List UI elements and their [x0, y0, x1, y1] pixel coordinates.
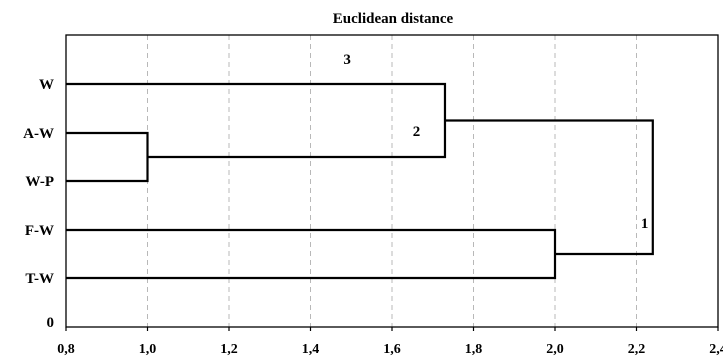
- dendrogram-links: [66, 82, 654, 280]
- x-tick-label: 1,8: [465, 342, 483, 357]
- grid-lines: [147, 35, 637, 327]
- leaf-label: W: [39, 77, 54, 93]
- link-root: [444, 119, 654, 256]
- leaf-label: A-W: [23, 126, 54, 142]
- x-tick-label: 2,0: [546, 342, 564, 357]
- cluster-annotation: 3: [343, 52, 351, 68]
- leaf-label: F-W: [25, 223, 54, 239]
- annotations: 3 2 1: [343, 52, 648, 232]
- cluster-annotation: 1: [641, 216, 649, 232]
- leaf-label: W-P: [25, 174, 54, 190]
- link-aw-wp: [66, 131, 149, 183]
- leaf-label: 0: [47, 315, 55, 331]
- x-tick-label: 1,6: [383, 342, 401, 357]
- x-tick-label: 0,8: [57, 342, 75, 357]
- leaf-label: T-W: [25, 271, 54, 287]
- x-tick-label: 1,2: [220, 342, 238, 357]
- cluster-annotation: 2: [413, 124, 421, 140]
- leaf-labels: W A-W W-P F-W T-W 0: [23, 77, 54, 331]
- link-w-cluster: [66, 82, 447, 159]
- x-axis: 0,8 1,0 1,2 1,4 1,6 1,8 2,0 2,2 2,4: [57, 327, 723, 357]
- x-tick-label: 1,0: [139, 342, 157, 357]
- x-tick-label: 2,2: [628, 342, 646, 357]
- x-tick-label: 1,4: [302, 342, 320, 357]
- x-tick-label: 2,4: [709, 342, 723, 357]
- chart-title: Euclidean distance: [333, 11, 454, 27]
